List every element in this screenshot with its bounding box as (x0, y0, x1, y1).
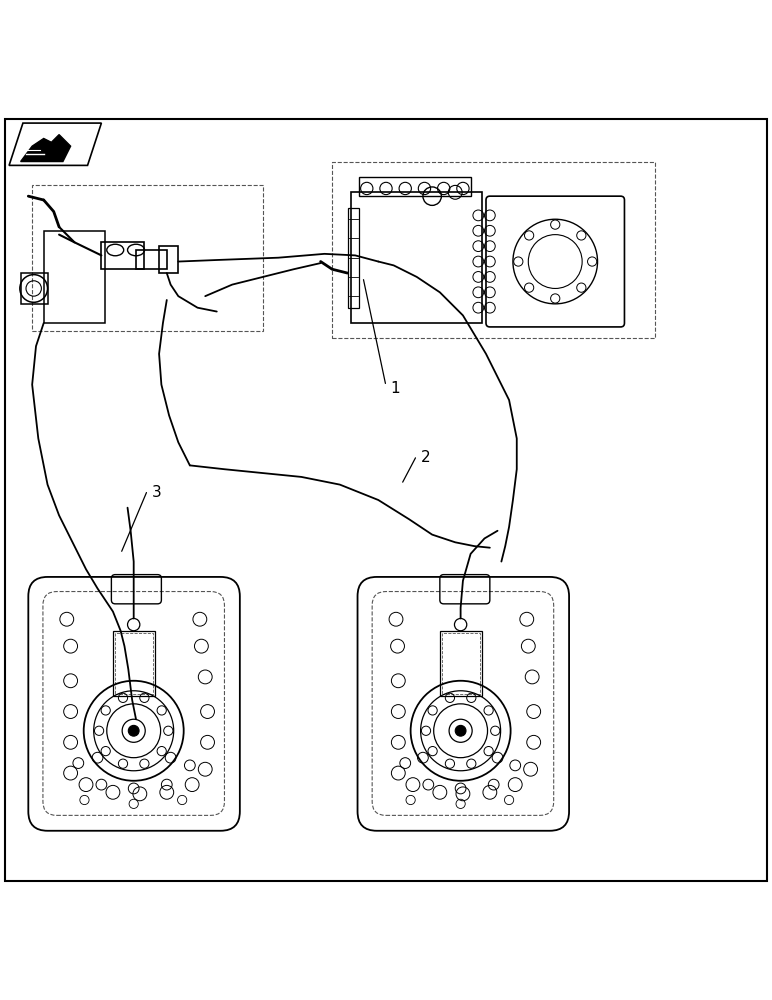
Circle shape (455, 725, 466, 736)
Text: 1: 1 (390, 381, 399, 396)
Bar (113, 631, 155, 696)
Bar (440, 631, 482, 696)
Polygon shape (21, 135, 70, 162)
Bar (347, 208, 359, 308)
Bar (159, 246, 178, 273)
Bar (32, 185, 263, 331)
Text: 3: 3 (151, 485, 161, 500)
Bar (21, 273, 48, 304)
Circle shape (128, 725, 139, 736)
Bar (101, 242, 144, 269)
Bar (351, 192, 482, 323)
Bar (115, 633, 153, 694)
Bar (136, 250, 167, 269)
Text: 2: 2 (421, 450, 430, 465)
Bar (442, 633, 480, 694)
Bar (359, 177, 471, 196)
Bar (332, 162, 655, 338)
Bar (44, 231, 105, 323)
